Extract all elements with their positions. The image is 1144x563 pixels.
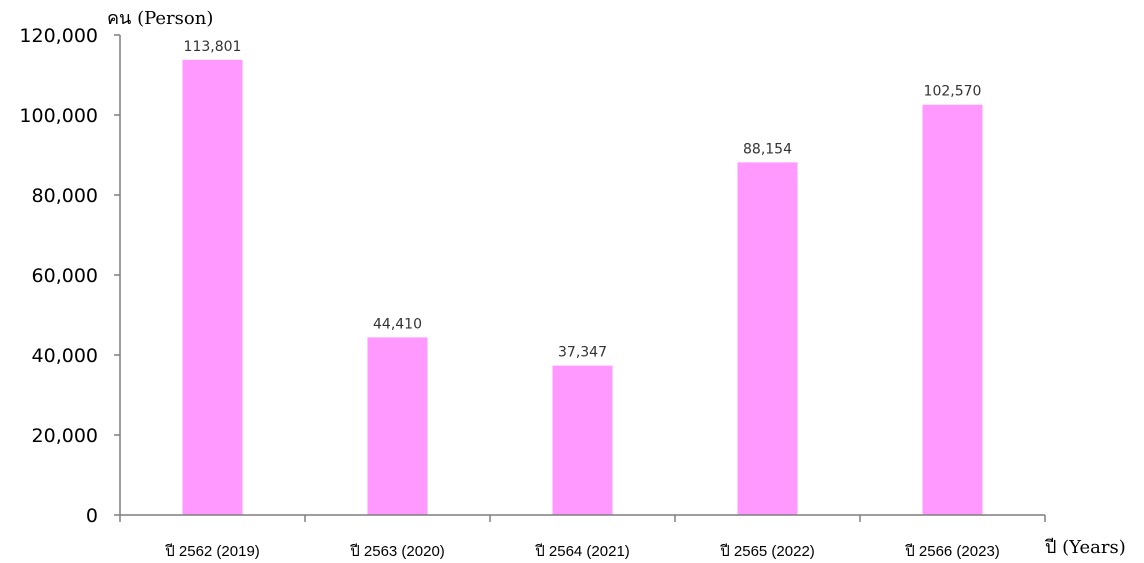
data-label: 113,801 [184,39,242,55]
bar [922,104,983,515]
data-label: 44,410 [373,316,422,332]
y-tick-label: 20,000 [32,425,98,447]
x-tick-label: ปี 2565 (2022) [719,543,815,560]
x-tick-label: ปี 2566 (2023) [904,543,1000,560]
data-labels: 113,801 44,410 37,347 88,154 102,570 [184,39,982,361]
x-tick-label: ปี 2563 (2020) [349,543,445,560]
y-tick-label: 60,000 [32,265,98,287]
y-tick-label: 40,000 [32,345,98,367]
y-tick-label: 100,000 [19,105,98,127]
x-tick-label: ปี 2562 (2019) [164,543,260,560]
bar [552,365,613,515]
data-label: 102,570 [924,84,982,100]
x-axis-title: ปี (Years) [1045,537,1126,558]
y-tick-label: 0 [86,505,98,527]
bar [182,59,243,516]
y-tick-label: 80,000 [32,185,98,207]
data-label: 37,347 [558,345,607,361]
y-axis-title: คน (Person) [107,8,213,29]
bar [367,337,428,515]
x-tick-label: ปี 2564 (2021) [534,543,630,560]
x-axis-ticks: ปี 2562 (2019) ปี 2563 (2020) ปี 2564 (202… [119,515,1046,560]
y-tick-label: 120,000 [19,25,98,47]
bars [182,59,983,516]
bar [737,162,798,515]
data-label: 88,154 [743,141,792,157]
y-axis-ticks: 0 20,000 40,000 60,000 80,000 100,000 120,000 [19,25,120,527]
